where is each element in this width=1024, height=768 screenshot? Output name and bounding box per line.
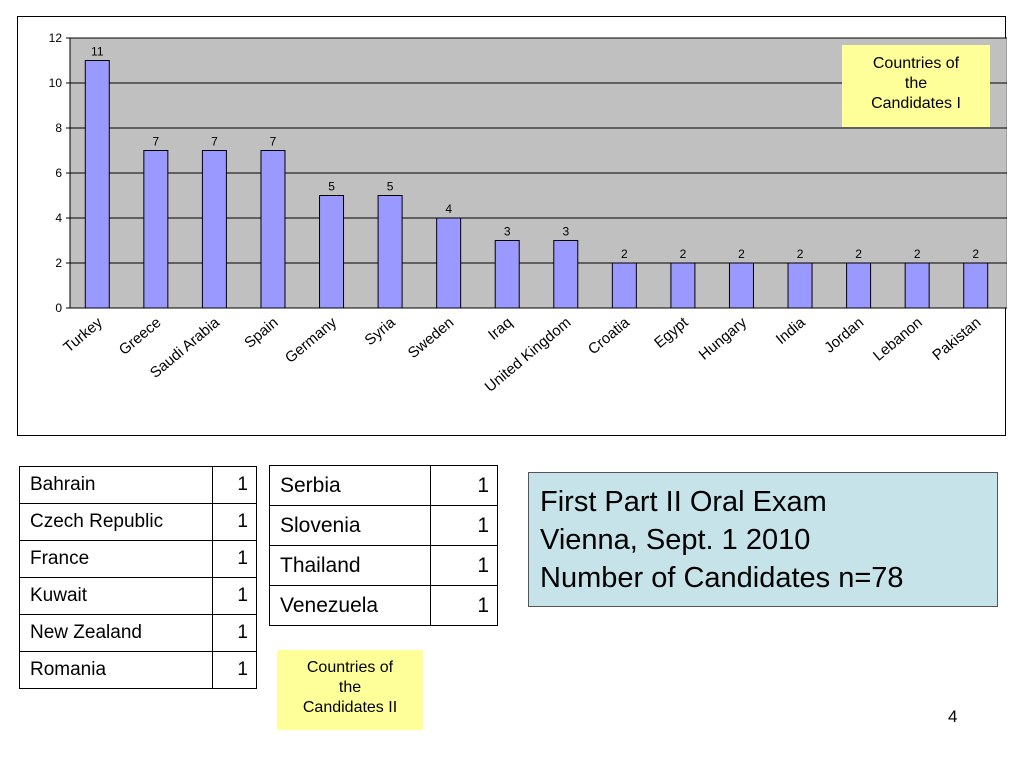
callout-1-line-3: Candidates I: [871, 95, 961, 112]
bar-chart: 0 2 4 6 8 10 12 11 Turkey 7 Greece 7 Saudi Arabia 7 Sp…: [17, 16, 1007, 436]
x-tick-label: Lebanon: [870, 314, 926, 365]
x-tick-label: Pakistan: [929, 314, 984, 364]
y-tick-label: 0: [55, 301, 62, 315]
bar: [377, 195, 403, 309]
x-tick-label: Spain: [241, 314, 281, 352]
bar: [319, 195, 345, 309]
country-cell: Bahrain: [19, 466, 213, 504]
bar: [670, 262, 696, 309]
bar: [436, 217, 462, 309]
bar: [260, 150, 286, 309]
country-cell: Kuwait: [19, 577, 213, 615]
data-label: 2: [914, 247, 921, 261]
data-label: 2: [972, 247, 979, 261]
data-label: 4: [445, 202, 452, 216]
countries-table-2: Serbia 1 Slovenia 1 Thailand 1 Venezuela 1: [269, 465, 498, 626]
count-cell: 1: [212, 614, 257, 652]
table-row: Kuwait 1: [19, 577, 257, 615]
country-cell: Thailand: [269, 545, 431, 586]
callout-1-line-1: Countries of: [872, 55, 960, 72]
count-cell: 1: [212, 651, 257, 689]
table-row: Czech Republic 1: [19, 503, 257, 541]
exam-title: First Part II Oral Exam: [540, 486, 827, 518]
bar: [201, 150, 227, 309]
x-tick-label: Sweden: [405, 314, 457, 362]
y-tick-label: 2: [55, 256, 62, 270]
bar: [553, 240, 579, 309]
bar: [143, 150, 169, 309]
count-cell: 1: [430, 465, 498, 506]
candidate-count: Number of Candidates n=78: [540, 562, 904, 594]
table-row: Romania 1: [19, 651, 257, 689]
table-row: Venezuela 1: [269, 585, 498, 626]
table-row: New Zealand 1: [19, 614, 257, 652]
y-tick-label: 8: [55, 121, 62, 135]
countries-callout-2: Countries of the Candidates II: [277, 650, 423, 730]
x-tick-label: Turkey: [60, 314, 106, 356]
count-cell: 1: [212, 503, 257, 541]
count-cell: 1: [430, 585, 498, 626]
table-row: Bahrain 1: [19, 466, 257, 504]
bar: [963, 262, 989, 309]
countries-table-1: Bahrain 1 Czech Republic 1 France 1 Kuwait 1…: [19, 466, 257, 689]
data-label: 2: [738, 247, 745, 261]
country-cell: France: [19, 540, 213, 578]
data-label: 2: [621, 247, 628, 261]
x-tick-label: Jordan: [821, 314, 867, 357]
table-row: Thailand 1: [269, 545, 498, 586]
country-cell: Slovenia: [269, 505, 431, 546]
y-tick-label: 6: [55, 166, 62, 180]
data-label: 2: [797, 247, 804, 261]
bar: [787, 262, 813, 309]
table-row: France 1: [19, 540, 257, 578]
count-cell: 1: [430, 545, 498, 586]
country-cell: Serbia: [269, 465, 431, 506]
x-tick-label: Iraq: [485, 314, 516, 344]
x-tick-label: Egypt: [651, 314, 692, 352]
exam-location-date: Vienna, Sept. 1 2010: [540, 524, 811, 556]
table-row: Serbia 1: [269, 465, 498, 506]
data-label: 7: [211, 135, 218, 149]
x-tick-label: Croatia: [585, 314, 633, 359]
countries-callout-1: Countries of the Candidates I: [842, 45, 990, 127]
x-tick-label: Greece: [116, 314, 165, 359]
data-label: 2: [855, 247, 862, 261]
bar: [494, 240, 520, 309]
x-tick-label: Hungary: [696, 314, 751, 364]
table-row: Slovenia 1: [269, 505, 498, 546]
count-cell: 1: [212, 466, 257, 504]
callout-2-line-2: the: [338, 679, 362, 696]
count-cell: 1: [430, 505, 498, 546]
data-label: 7: [270, 135, 277, 149]
country-cell: Venezuela: [269, 585, 431, 626]
country-cell: New Zealand: [19, 614, 213, 652]
data-label: 7: [153, 135, 160, 149]
data-label: 2: [680, 247, 687, 261]
x-tick-label: Syria: [362, 314, 400, 349]
data-label: 3: [504, 225, 511, 239]
bar: [84, 60, 110, 309]
page-number: 4: [948, 707, 958, 726]
y-tick-label: 12: [49, 31, 63, 45]
x-tick-label: Germany: [282, 314, 341, 367]
count-cell: 1: [212, 577, 257, 615]
count-cell: 1: [212, 540, 257, 578]
data-label: 5: [328, 180, 335, 194]
country-cell: Romania: [19, 651, 213, 689]
bar: [846, 262, 872, 309]
data-label: 11: [91, 45, 104, 59]
x-tick-label: India: [773, 314, 809, 348]
exam-info-box: First Part II Oral Exam Vienna, Sept. 1 …: [528, 472, 998, 607]
callout-2-line-1: Countries of: [306, 659, 394, 676]
bar: [728, 262, 754, 309]
data-label: 5: [387, 180, 394, 194]
bar: [611, 262, 637, 309]
data-label: 3: [562, 225, 569, 239]
y-tick-label: 4: [55, 211, 62, 225]
country-cell: Czech Republic: [19, 503, 213, 541]
y-tick-label: 10: [49, 76, 63, 90]
callout-2-line-3: Candidates II: [302, 699, 398, 716]
callout-1-line-2: the: [904, 75, 928, 92]
bar: [904, 262, 930, 309]
